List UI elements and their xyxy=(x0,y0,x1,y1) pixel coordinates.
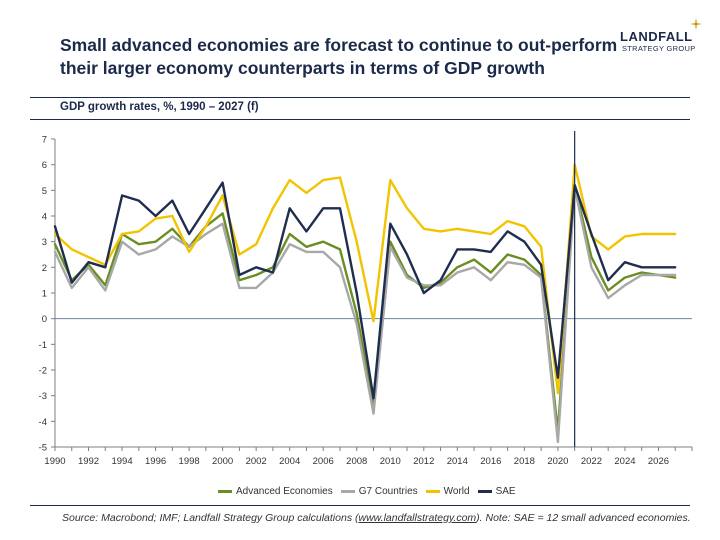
y-tick-label: -4 xyxy=(39,417,47,428)
y-tick-label: 6 xyxy=(42,160,47,171)
y-tick-label: 4 xyxy=(42,212,47,223)
source-suffix: ). Note: SAE = 12 small advanced economi… xyxy=(476,512,691,524)
x-tick-label: 2016 xyxy=(480,456,501,467)
x-tick-label: 2018 xyxy=(514,456,535,467)
legend-swatch xyxy=(340,489,355,493)
x-tick-label: 2022 xyxy=(581,456,602,467)
x-tick-label: 1994 xyxy=(111,456,132,467)
legend-swatch xyxy=(218,489,232,493)
y-tick-label: -1 xyxy=(39,340,47,351)
y-tick-label: 5 xyxy=(42,186,47,197)
series-line-g7-countries xyxy=(53,186,677,444)
y-tick-label: 3 xyxy=(42,237,47,248)
series-line-world xyxy=(53,163,677,395)
x-tick-label: 2000 xyxy=(212,456,233,467)
y-tick-label: 7 xyxy=(42,135,47,146)
x-tick-label: 2014 xyxy=(447,456,468,467)
landfall-logo: LANDFALL STRATEGY GROUP xyxy=(612,18,702,58)
series-group xyxy=(53,163,677,444)
x-tick-label: 2020 xyxy=(547,456,568,467)
gdp-line-chart: -5 -4 -3 -2 -1 0 1 2 3 4 5 6 7 1990 1992 1994 1996 1998 20… xyxy=(39,131,693,467)
x-tick-label: 1990 xyxy=(44,456,65,467)
chart-axes: -5 -4 -3 -2 -1 0 1 2 3 4 5 6 7 1990 1992 1994 1996 1998 20… xyxy=(39,135,693,467)
y-tick-label: -3 xyxy=(39,391,47,402)
chart-subtitle: GDP growth rates, %, 1990 – 2027 (f) xyxy=(60,101,259,113)
x-tick-label: 2006 xyxy=(313,456,334,467)
x-tick-label: 1996 xyxy=(145,456,166,467)
divider-bottom xyxy=(30,505,690,506)
series-line-sae xyxy=(53,181,677,400)
legend-item: Advanced Economies xyxy=(218,486,333,497)
divider-top xyxy=(30,97,690,98)
legend-swatch xyxy=(477,489,492,493)
x-tick-label: 2026 xyxy=(648,456,669,467)
y-tick-label: 0 xyxy=(42,314,47,325)
legend-item: World xyxy=(425,485,470,497)
y-tick-label: -2 xyxy=(39,366,47,377)
legend-item: SAE xyxy=(477,485,516,497)
logo-tagline: STRATEGY GROUP xyxy=(622,44,696,53)
legend-label: Advanced Economies xyxy=(236,485,333,497)
x-tick-label: 2024 xyxy=(614,456,635,467)
x-tick-label: 2002 xyxy=(246,456,267,467)
legend-item: G7 Countries xyxy=(340,485,418,497)
chart-legend: Advanced Economies G7 Countries World SAE xyxy=(218,484,524,498)
y-tick-label: 2 xyxy=(42,263,47,274)
y-tick-label: 1 xyxy=(42,289,47,300)
x-tick-label: 2004 xyxy=(279,456,300,467)
chart-title: Small advanced economies are forecast to… xyxy=(60,35,618,78)
x-tick-label: 2008 xyxy=(346,456,367,467)
legend-label: SAE xyxy=(495,485,516,497)
logo-star-icon xyxy=(690,18,702,30)
logo-name: LANDFALL xyxy=(620,29,693,44)
source-link[interactable]: www.landfallstrategy.com xyxy=(358,512,477,524)
legend-swatch xyxy=(425,489,440,493)
x-tick-label: 1992 xyxy=(78,456,99,467)
legend-label: World xyxy=(443,485,470,497)
x-tick-label: 2010 xyxy=(380,456,401,467)
x-tick-label: 2012 xyxy=(413,456,434,467)
x-tick-label: 1998 xyxy=(179,456,200,467)
source-note: Source: Macrobond; IMF; Landfall Strateg… xyxy=(62,512,691,524)
source-prefix: Source: Macrobond; IMF; Landfall Strateg… xyxy=(62,512,359,524)
y-tick-label: -5 xyxy=(39,443,47,454)
divider-subtitle xyxy=(30,119,690,120)
legend-label: G7 Countries xyxy=(358,485,418,497)
